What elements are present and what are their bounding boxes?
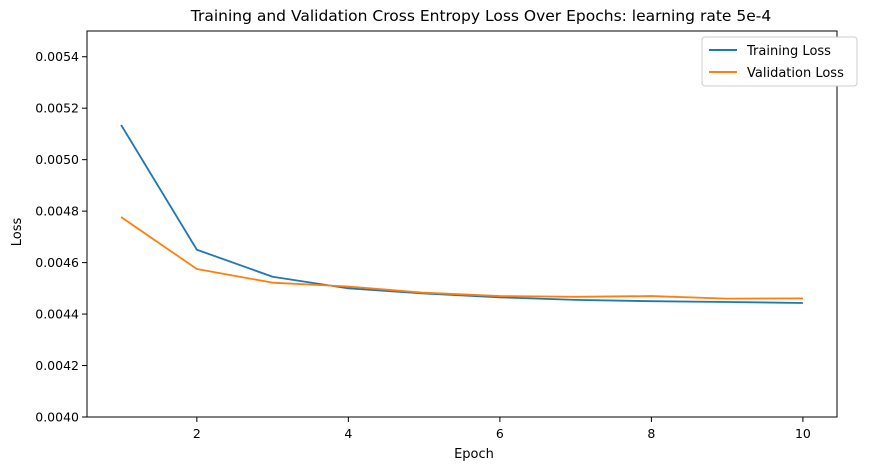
legend-label-training: Training Loss [746,44,831,59]
legend-box [701,36,858,87]
x-tick-label: 10 [795,426,811,441]
y-axis-ticks: 0.0040 0.0042 0.0044 0.0046 0.0048 0.0050 0.00… [35,49,87,425]
y-tick-label: 0.0040 [35,410,79,425]
x-axis-ticks: 2 4 6 8 10 [193,417,811,441]
y-tick-label: 0.0052 [35,101,79,116]
y-tick-label: 0.0044 [35,307,79,322]
y-tick-label: 0.0050 [35,152,79,167]
y-tick-label: 0.0042 [35,358,79,373]
legend-label-validation: Validation Loss [747,66,844,81]
series-line-validation [120,216,803,300]
x-tick-label: 6 [496,426,504,441]
y-tick-label: 0.0048 [35,204,79,219]
series-line-training [120,124,803,304]
series-layer [120,124,803,304]
chart-title: Training and Validation Cross Entropy Lo… [190,7,771,25]
plot-area [86,30,838,418]
y-tick-label: 0.0054 [35,49,79,64]
y-axis-label: Loss [10,218,25,247]
x-axis-label: Epoch [454,447,494,462]
x-tick-label: 8 [647,426,655,441]
x-tick-label: 2 [193,426,201,441]
y-tick-label: 0.0046 [35,255,79,270]
legend: Training Loss Validation Loss [701,36,858,87]
x-tick-label: 4 [344,426,352,441]
